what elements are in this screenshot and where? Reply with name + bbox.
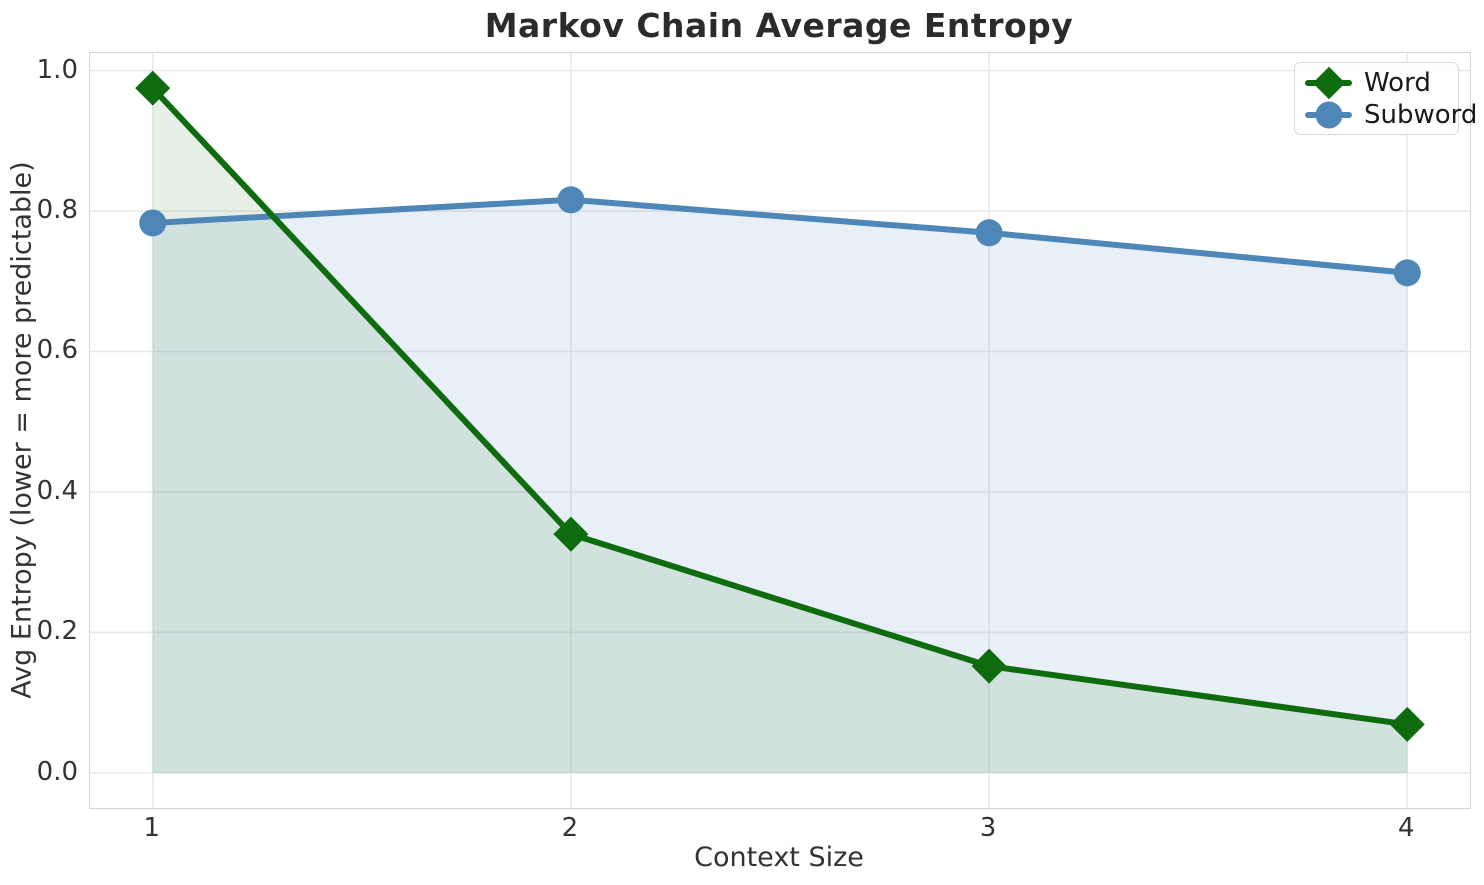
subword-legend-sample — [1305, 99, 1352, 130]
chart-title: Markov Chain Average Entropy — [484, 6, 1074, 45]
x-tick-label: 4 — [1397, 813, 1415, 843]
legend: Word Subword — [1294, 62, 1477, 135]
y-tick-label: 0.6 — [36, 335, 78, 366]
circle-marker-icon — [1315, 101, 1342, 128]
legend-label-subword: Subword — [1364, 99, 1478, 130]
legend-item-word: Word — [1305, 66, 1448, 99]
subword-data-point — [139, 209, 167, 237]
diamond-marker-icon — [1312, 66, 1345, 99]
word-data-point — [135, 70, 171, 106]
subword-data-point — [557, 186, 585, 214]
plot-area — [89, 52, 1471, 809]
y-tick-label: 1.0 — [36, 54, 78, 85]
y-axis-label: Avg Entropy (lower = more predictable) — [6, 161, 38, 699]
y-tick-label: 0.8 — [36, 195, 78, 226]
legend-item-subword: Subword — [1305, 99, 1477, 130]
x-tick-label: 1 — [143, 813, 160, 843]
legend-label-word: Word — [1364, 67, 1431, 98]
chart-canvas — [90, 53, 1470, 808]
subword-data-point — [1393, 259, 1421, 287]
y-tick-label: 0.0 — [36, 756, 78, 787]
y-tick-label: 0.2 — [36, 616, 78, 647]
x-tick-label: 3 — [979, 813, 997, 843]
y-tick-label: 0.4 — [36, 475, 78, 506]
x-tick-label: 2 — [561, 813, 579, 843]
x-axis-label: Context Size — [694, 842, 864, 873]
subword-data-point — [975, 219, 1003, 247]
word-data-point — [1389, 706, 1425, 742]
word-legend-sample — [1305, 66, 1352, 99]
word-data-point — [971, 648, 1007, 684]
word-data-point — [553, 516, 589, 552]
